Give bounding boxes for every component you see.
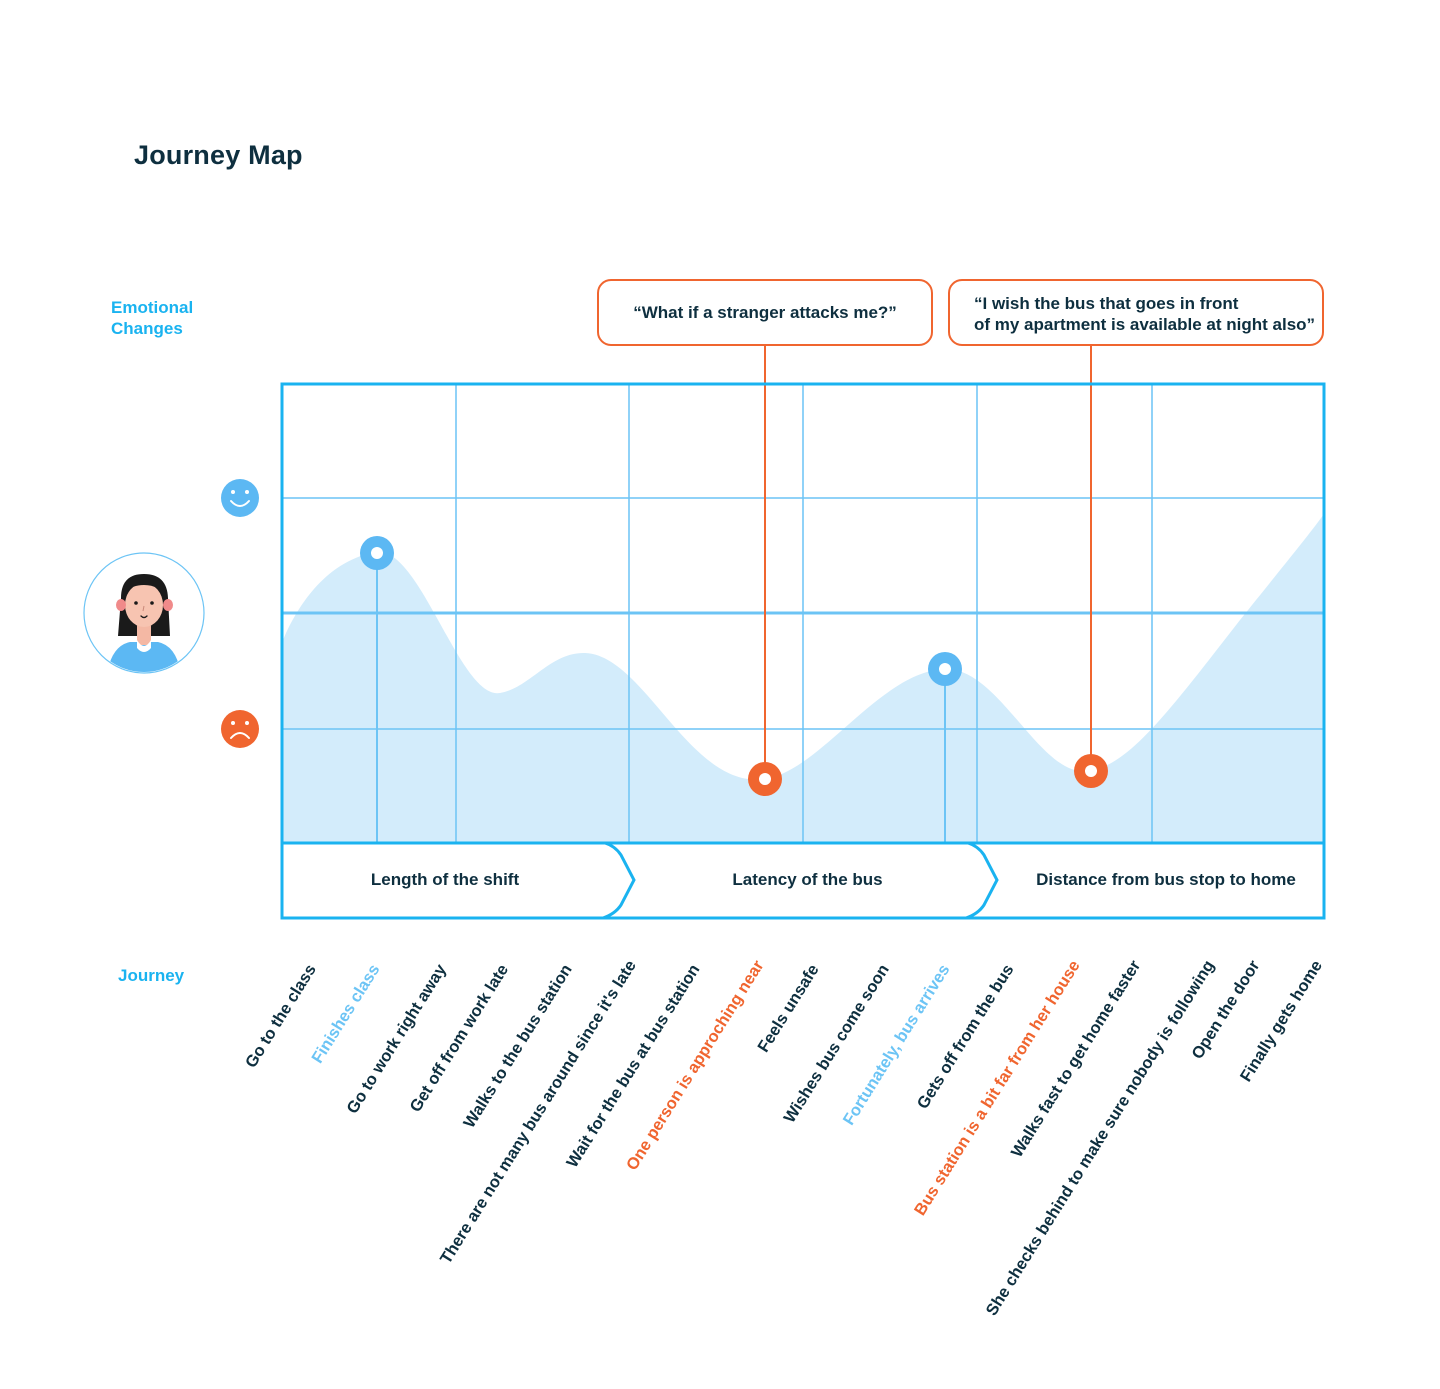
marker-bus-arrives bbox=[928, 652, 962, 686]
sad-face-icon bbox=[221, 710, 259, 748]
page-title: Journey Map bbox=[134, 140, 303, 170]
quote-callout-stranger: “What if a stranger attacks me?” bbox=[597, 279, 933, 346]
marker-bus-station-far bbox=[1074, 754, 1108, 788]
vertical-grid bbox=[455, 384, 1153, 842]
marker-finishes-class bbox=[360, 536, 394, 570]
emotion-curve bbox=[283, 514, 1324, 842]
woman-avatar-icon bbox=[83, 552, 205, 674]
stage-label-bus-latency: Latency of the bus bbox=[732, 870, 883, 889]
stage-chevron-2 bbox=[965, 841, 999, 920]
stage-label-shift: Length of the shift bbox=[370, 870, 520, 889]
smiley-face-icon bbox=[221, 479, 259, 517]
emotional-changes-label: Emotional Changes bbox=[111, 297, 193, 339]
journey-label: Journey bbox=[118, 966, 185, 985]
stage-chevron-1 bbox=[602, 841, 636, 920]
emotional-label-line1: Emotional bbox=[111, 298, 194, 317]
chart-frame bbox=[280, 382, 1326, 920]
stage-label-distance: Distance from bus stop to home bbox=[1036, 870, 1296, 889]
marker-person-approaching bbox=[748, 762, 782, 796]
quote-callout-bus: “I wish the bus that goes in front of my… bbox=[948, 279, 1324, 346]
quote-line: of my apartment is available at night al… bbox=[974, 315, 1316, 334]
emotional-label-line2: Changes bbox=[111, 319, 183, 338]
quote-line: “I wish the bus that goes in front bbox=[974, 294, 1239, 313]
quote-line: “What if a stranger attacks me?” bbox=[633, 303, 897, 322]
